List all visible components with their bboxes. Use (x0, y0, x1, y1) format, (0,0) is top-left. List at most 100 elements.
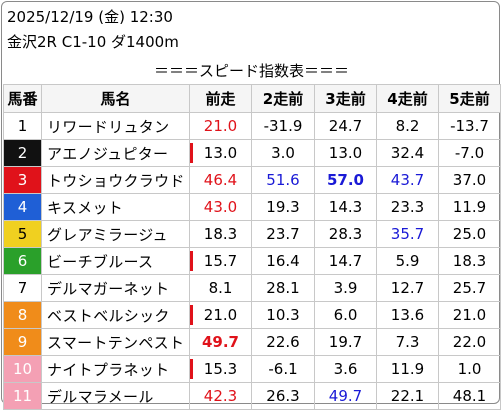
speed-index-value: 32.4 (376, 139, 439, 167)
speed-index-value: 49.7 (189, 328, 252, 356)
speed-index-value: 25.0 (438, 220, 501, 248)
speed-index-value: 3.6 (314, 355, 377, 383)
speed-index-value: 3.0 (251, 139, 315, 167)
speed-index-value: 37.0 (438, 166, 501, 194)
speed-index-value: 23.7 (251, 220, 315, 248)
speed-index-value: -7.0 (438, 139, 501, 167)
post-number: 10 (3, 355, 42, 383)
speed-index-table: 馬番 馬名 前走 2走前 3走前 4走前 5走前 1 リワードリュタン 21.0 -3… (3, 84, 501, 410)
horse-name: アエノジュピター (41, 139, 190, 167)
speed-index-value: -6.1 (251, 355, 315, 383)
speed-index-value: 15.3 (189, 355, 252, 383)
speed-index-value: 22.0 (438, 328, 501, 356)
race-datetime: 2025/12/19 (金) 12:30 (7, 8, 173, 26)
table-row: 9 スマートテンペスト 49.7 22.6 19.7 7.3 22.0 (3, 328, 501, 356)
horse-name: スマートテンペスト (41, 328, 190, 356)
speed-index-value: 51.6 (251, 166, 315, 194)
speed-index-value: 49.7 (314, 382, 377, 410)
post-number: 1 (3, 112, 42, 140)
col-header-last: 前走 (189, 84, 252, 113)
table-row: 8 ベストベルシック 21.0 10.3 6.0 13.6 21.0 (3, 301, 501, 329)
table-row: 3 トウショウクラウド 46.4 51.6 57.0 43.7 37.0 (3, 166, 501, 194)
table-row: 11 デルマラメール 42.3 26.3 49.7 22.1 48.1 (3, 382, 501, 410)
horse-name: リワードリュタン (41, 112, 190, 140)
horse-name: ナイトプラネット (41, 355, 190, 383)
speed-index-value: 43.7 (376, 166, 439, 194)
table-row: 10 ナイトプラネット 15.3 -6.1 3.6 11.9 1.0 (3, 355, 501, 383)
speed-index-value: 22.1 (376, 382, 439, 410)
speed-index-value: 5.9 (376, 247, 439, 275)
speed-index-value: 14.3 (314, 193, 377, 221)
col-header-4back: 4走前 (376, 84, 439, 113)
speed-index-value: 22.6 (251, 328, 315, 356)
speed-index-value: 21.0 (189, 112, 252, 140)
post-number: 11 (3, 382, 42, 410)
col-header-3back: 3走前 (314, 84, 377, 113)
table-row: 7 デルマガーネット 8.1 28.1 3.9 12.7 25.7 (3, 274, 501, 302)
speed-index-value: 43.0 (189, 193, 252, 221)
speed-index-value: 19.3 (251, 193, 315, 221)
col-header-2back: 2走前 (251, 84, 315, 113)
speed-index-value: 11.9 (376, 355, 439, 383)
table-row: 1 リワードリュタン 21.0 -31.9 24.7 8.2 -13.7 (3, 112, 501, 140)
post-number: 2 (3, 139, 42, 167)
post-number: 8 (3, 301, 42, 329)
horse-name: デルマガーネット (41, 274, 190, 302)
speed-index-value: 21.0 (189, 301, 252, 329)
speed-index-value: 25.7 (438, 274, 501, 302)
speed-index-value: 15.7 (189, 247, 252, 275)
speed-index-value: 18.3 (189, 220, 252, 248)
table-title: ＝＝＝スピード指数表＝＝＝ (153, 62, 349, 80)
speed-index-value: 13.0 (314, 139, 377, 167)
speed-index-value: -13.7 (438, 112, 501, 140)
col-header-5back: 5走前 (438, 84, 501, 113)
table-header-row: 馬番 馬名 前走 2走前 3走前 4走前 5走前 (3, 84, 501, 113)
post-number: 6 (3, 247, 42, 275)
speed-index-value: 16.4 (251, 247, 315, 275)
speed-index-value: 7.3 (376, 328, 439, 356)
speed-index-value: 10.3 (251, 301, 315, 329)
speed-index-value: 8.1 (189, 274, 252, 302)
speed-index-value: 3.9 (314, 274, 377, 302)
speed-index-value: 13.0 (189, 139, 252, 167)
speed-index-value: 42.3 (189, 382, 252, 410)
post-number: 4 (3, 193, 42, 221)
speed-index-value: 46.4 (189, 166, 252, 194)
speed-index-value: 24.7 (314, 112, 377, 140)
table-row: 5 グレアミラージュ 18.3 23.7 28.3 35.7 25.0 (3, 220, 501, 248)
post-number: 9 (3, 328, 42, 356)
speed-index-value: 19.7 (314, 328, 377, 356)
horse-name: ビーチブルース (41, 247, 190, 275)
speed-index-value: 23.3 (376, 193, 439, 221)
horse-name: トウショウクラウド (41, 166, 190, 194)
col-header-horse: 馬名 (41, 84, 190, 113)
horse-name: キスメット (41, 193, 190, 221)
table-row: 6 ビーチブルース 15.7 16.4 14.7 5.9 18.3 (3, 247, 501, 275)
speed-index-value: 12.7 (376, 274, 439, 302)
horse-name: グレアミラージュ (41, 220, 190, 248)
post-number: 3 (3, 166, 42, 194)
post-number: 5 (3, 220, 42, 248)
speed-index-value: 11.9 (438, 193, 501, 221)
speed-index-value: 48.1 (438, 382, 501, 410)
horse-name: ベストベルシック (41, 301, 190, 329)
speed-index-value: 13.6 (376, 301, 439, 329)
speed-index-value: 14.7 (314, 247, 377, 275)
speed-index-value: 6.0 (314, 301, 377, 329)
post-number: 7 (3, 274, 42, 302)
speed-index-value: 28.3 (314, 220, 377, 248)
table-row: 4 キスメット 43.0 19.3 14.3 23.3 11.9 (3, 193, 501, 221)
speed-index-value: 35.7 (376, 220, 439, 248)
horse-name: デルマラメール (41, 382, 190, 410)
speed-index-value: 28.1 (251, 274, 315, 302)
table-row: 2 アエノジュピター 13.0 3.0 13.0 32.4 -7.0 (3, 139, 501, 167)
speed-index-value: 18.3 (438, 247, 501, 275)
speed-index-value: 26.3 (251, 382, 315, 410)
col-header-post: 馬番 (3, 84, 42, 113)
race-info: 金沢2R C1-10 ダ1400m (7, 33, 179, 51)
speed-index-value: 8.2 (376, 112, 439, 140)
speed-index-value: 1.0 (438, 355, 501, 383)
speed-index-value: 57.0 (314, 166, 377, 194)
speed-index-value: -31.9 (251, 112, 315, 140)
